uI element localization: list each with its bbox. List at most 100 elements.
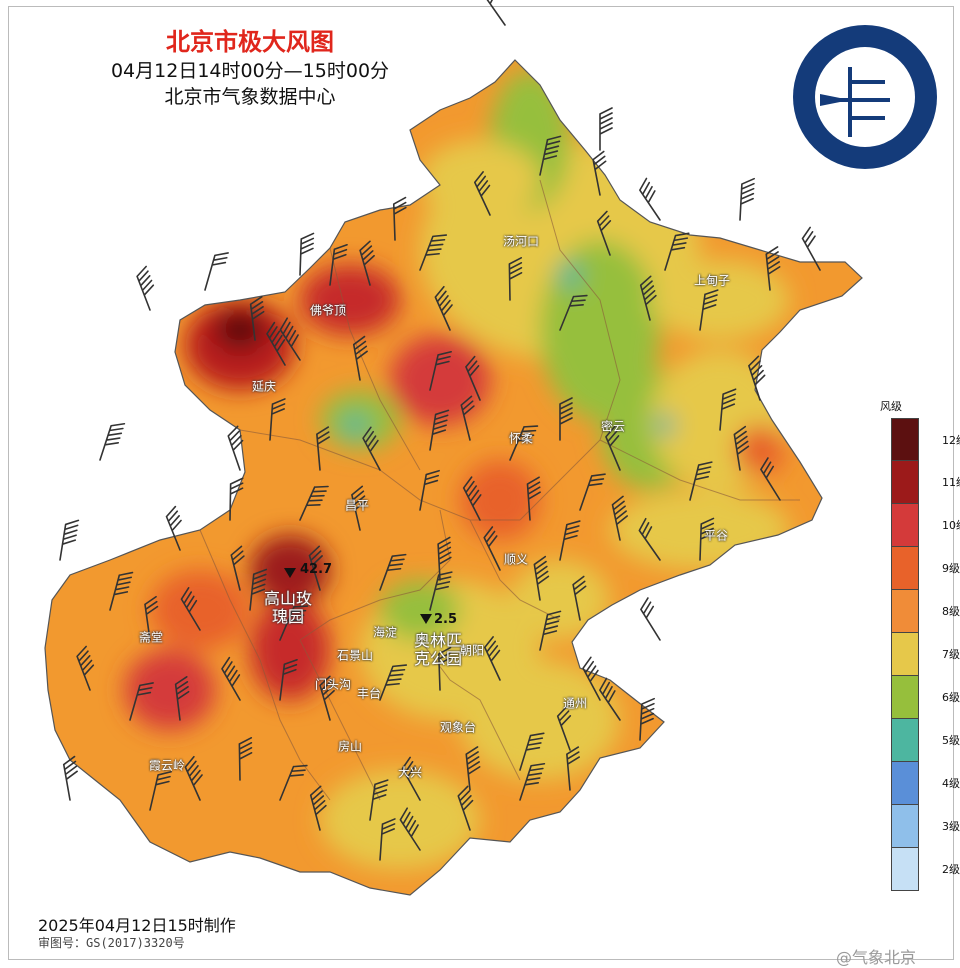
wind-barb (359, 240, 375, 286)
wind-barb (309, 785, 327, 831)
wind-barb (279, 764, 308, 801)
wind-barb (664, 232, 690, 271)
place-label-chaoyang: 朝阳 (459, 643, 485, 658)
wind-barb (429, 571, 453, 611)
wind-barb (238, 736, 253, 781)
wind-barb (559, 397, 573, 441)
wind-barb (144, 595, 159, 641)
wind-barb (559, 294, 588, 331)
wind-barb (437, 536, 452, 581)
wind-barb (204, 252, 229, 291)
legend-label: 5级 (942, 734, 960, 747)
wind-barb (392, 196, 407, 241)
wind-barb (429, 409, 450, 451)
wind-barb (699, 289, 719, 331)
wind-barb (230, 545, 245, 591)
wind-barb (316, 426, 330, 471)
wind-barb (279, 317, 301, 361)
wind-barb (299, 485, 329, 521)
logo-emblem (793, 25, 937, 169)
wind-barb (611, 495, 628, 541)
legend-label: 4级 (942, 777, 960, 790)
place-label-yanqing: 延庆 (251, 379, 277, 394)
wind-barb (62, 755, 78, 801)
wind-barb (592, 150, 607, 196)
wind-barb (473, 171, 491, 216)
wind-barb (605, 425, 621, 471)
wind-barb (719, 388, 737, 431)
wind-barb (229, 477, 244, 521)
place-label-shijingshan: 石景山 (336, 648, 374, 663)
wind-barb (801, 226, 821, 271)
wind-barb (519, 732, 545, 771)
wind-barb (733, 425, 750, 471)
wind-barb (596, 210, 612, 256)
legend: 12级 11级 10级 9级 8级 7级 6级 5级 4级 3级 2级 (891, 418, 960, 891)
legend-level-3: 9级 (891, 547, 960, 590)
legend-label: 9级 (942, 562, 960, 575)
place-label-haidian: 海淀 (372, 625, 398, 640)
wind-barb (99, 422, 126, 461)
wind-barb (221, 656, 241, 701)
wind-barb (566, 746, 580, 791)
wind-barb (572, 575, 587, 621)
legend-level-5: 7级 (891, 633, 960, 676)
wind-barb (180, 587, 201, 631)
place-label-pinggu: 平谷 (703, 528, 729, 543)
place-label-xiayunling: 霞云岭 (148, 758, 186, 773)
wind-barb (399, 807, 421, 851)
wind-barb (582, 656, 601, 701)
legend-level-2: 10级 (891, 504, 960, 547)
place-label-fengtai: 丰台 (356, 686, 382, 701)
wind-barb (266, 321, 286, 366)
wind-barb (362, 426, 381, 471)
wind-barb (269, 398, 286, 441)
wind-barb (136, 265, 155, 311)
wind-barb (165, 505, 182, 551)
wind-barb (519, 762, 546, 801)
wind-barb (483, 0, 506, 26)
wind-barb (249, 296, 265, 341)
wind-barb (509, 425, 539, 461)
wind-barb (508, 256, 523, 301)
wind-barb (379, 664, 408, 701)
wind-barb (379, 553, 407, 591)
wind-barb (465, 355, 481, 401)
station-value-niaochao: 2.5 (434, 612, 458, 627)
wind-barb (319, 675, 335, 721)
wind-barb (640, 597, 661, 641)
wind-barb (279, 605, 309, 641)
legend-level-9: 3级 (891, 805, 960, 848)
legend-level-1: 11级 (891, 461, 960, 504)
wind-barb (76, 645, 95, 691)
wind-barb (419, 234, 448, 271)
place-label-guanxiangtai: 观象台 (439, 720, 477, 735)
wind-barb (59, 519, 80, 561)
place-label-shangdianzi: 上甸子 (693, 273, 731, 288)
wind-barb (457, 785, 474, 831)
wind-barb (559, 520, 581, 561)
wind-barb (699, 517, 715, 561)
wind-barb (329, 243, 348, 286)
wind-barb (638, 517, 661, 561)
wind-barb (639, 177, 661, 221)
wind-barb (579, 473, 606, 511)
legend-level-4: 8级 (891, 590, 960, 633)
wind-barb (129, 682, 154, 721)
wind-barb (419, 469, 440, 511)
wind-barb (429, 350, 452, 391)
legend-label: 12级 (942, 433, 960, 447)
wind-barb (462, 476, 482, 521)
wind-barb (526, 476, 541, 521)
place-label-zhaitang: 斋堂 (138, 630, 164, 645)
legend-level-0: 12级 (891, 418, 960, 461)
place-label-shunyi: 顺义 (503, 552, 529, 567)
wind-barb (599, 107, 613, 151)
legend-level-7: 5级 (891, 719, 960, 762)
wind-barb (352, 335, 368, 381)
map-title: 北京市极大风图 (166, 28, 334, 56)
wind-barb (465, 746, 481, 791)
legend-label: 3级 (942, 820, 960, 833)
